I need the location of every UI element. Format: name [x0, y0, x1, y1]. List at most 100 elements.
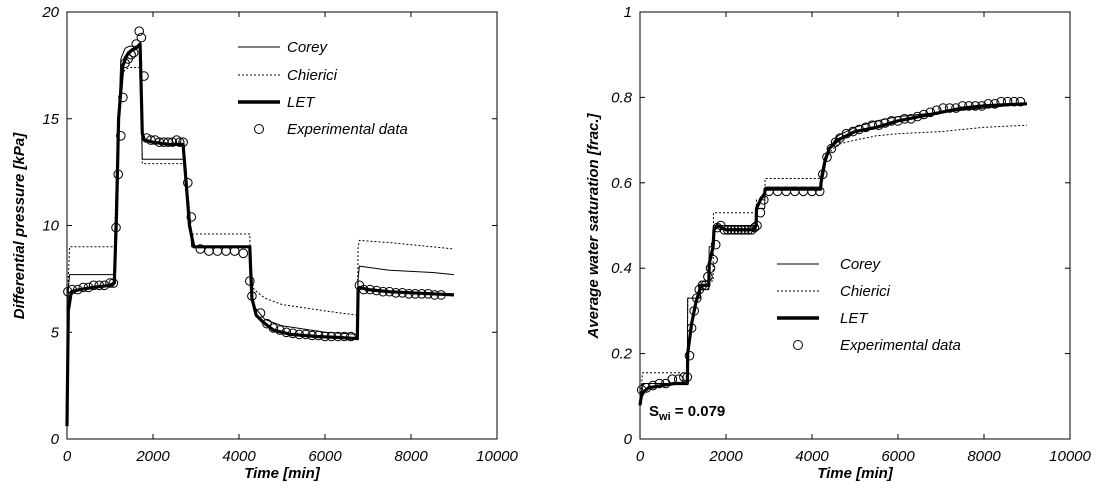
experimental-point — [134, 26, 144, 37]
experimental-point — [705, 263, 716, 274]
experimental-point — [759, 195, 769, 205]
experimental-point — [996, 96, 1007, 107]
experimental-point — [977, 101, 987, 111]
experimental-point — [703, 271, 713, 282]
legend-label-chierici: Chierici — [287, 67, 338, 84]
experimental-point — [294, 329, 305, 340]
experimental-point — [682, 372, 693, 382]
experimental-point — [404, 289, 414, 299]
series-line-let — [65, 42, 455, 427]
experimental-point — [281, 327, 292, 338]
experimental-point — [171, 135, 182, 145]
x-axis-label: Time [min] — [817, 465, 894, 482]
experimental-point — [150, 135, 160, 145]
experimental-point — [686, 323, 697, 333]
experimental-point — [371, 285, 382, 296]
y-tick-label: 0 — [51, 431, 60, 448]
experimental-point — [906, 114, 916, 124]
experimental-point — [654, 378, 665, 389]
y-tick-label: 15 — [42, 111, 59, 128]
legend-label-let: LET — [287, 94, 316, 111]
experimental-point — [710, 239, 721, 250]
experimental-point — [167, 137, 178, 147]
experimental-point — [964, 101, 974, 111]
experimental-point — [755, 207, 766, 218]
experimental-point — [326, 331, 337, 342]
experimental-point — [679, 372, 689, 382]
legend-label-experimental: Experimental data — [287, 121, 408, 138]
experimental-point — [641, 383, 652, 393]
experimental-point — [899, 114, 910, 124]
x-tick-label: 8000 — [394, 448, 428, 465]
experimental-point — [684, 350, 695, 361]
experimental-point — [743, 225, 754, 235]
y-axis-label: Differential pressure [kPa] — [11, 132, 28, 319]
experimental-point — [822, 152, 832, 162]
experimental-point — [410, 289, 421, 299]
y-tick-label: 0 — [624, 431, 633, 448]
experimental-point — [365, 284, 375, 295]
experimental-point — [94, 280, 105, 291]
experimental-point — [944, 103, 955, 113]
legend-label-let: LET — [840, 310, 869, 327]
experimental-point — [436, 290, 446, 300]
experimental-point — [848, 126, 858, 137]
experimental-point — [726, 225, 737, 235]
experimental-point — [116, 131, 126, 141]
experimental-point — [1015, 96, 1026, 107]
experimental-point — [136, 32, 147, 43]
experimental-point — [178, 137, 188, 147]
experimental-point — [300, 329, 311, 340]
experimental-point — [358, 284, 369, 295]
experimental-point — [814, 186, 825, 197]
experimental-point — [423, 289, 434, 299]
x-tick-label: 2000 — [135, 448, 170, 465]
experimental-point — [736, 225, 747, 235]
experimental-point — [880, 118, 890, 128]
experimental-point — [990, 99, 1000, 109]
x-tick-label: 0 — [63, 448, 72, 465]
experimental-point — [247, 291, 257, 301]
experimental-point — [83, 282, 94, 293]
legend-marker-experimental — [254, 124, 264, 134]
experimental-point — [749, 222, 760, 233]
experimental-point — [867, 120, 878, 130]
experimental-point — [740, 225, 750, 235]
saturation-chart: Time [min] Average water saturation [fra… — [585, 4, 1092, 482]
experimental-point — [417, 289, 427, 299]
plot-frame — [639, 11, 1071, 440]
x-axis-label: Time [min] — [244, 465, 321, 482]
experimental-point — [275, 325, 285, 335]
experimental-point — [752, 220, 762, 231]
experimental-point — [99, 280, 110, 291]
experimental-point — [378, 286, 388, 297]
experimental-point — [692, 293, 702, 303]
y-tick-label: 20 — [41, 4, 59, 21]
x-tick-label: 4000 — [222, 448, 256, 465]
legend-label-chierici: Chierici — [840, 283, 891, 300]
experimental-point — [139, 71, 149, 81]
experimental-point — [886, 116, 897, 126]
experimental-point — [661, 378, 671, 389]
legend: Corey Chierici LET Experimental data — [777, 256, 961, 354]
legend-label-corey: Corey — [840, 256, 882, 273]
experimental-point — [957, 101, 968, 111]
experimental-point — [384, 286, 395, 297]
x-tick-label: 10000 — [1049, 448, 1091, 465]
x-tick-label: 6000 — [308, 448, 342, 465]
x-tick-label: 8000 — [967, 448, 1001, 465]
series-line-let — [638, 102, 1028, 406]
experimental-point — [938, 103, 948, 113]
experimental-point — [397, 288, 408, 298]
y-tick-label: 5 — [51, 324, 60, 341]
experimental-point — [183, 178, 193, 188]
experimental-point — [893, 116, 903, 126]
plot-frame — [66, 11, 498, 440]
experimental-point — [126, 49, 136, 60]
experimental-point — [346, 331, 356, 342]
experimental-point — [118, 92, 128, 103]
experimental-point — [697, 280, 708, 291]
experimental-point — [912, 111, 923, 122]
series-line-chierici — [639, 124, 1028, 406]
